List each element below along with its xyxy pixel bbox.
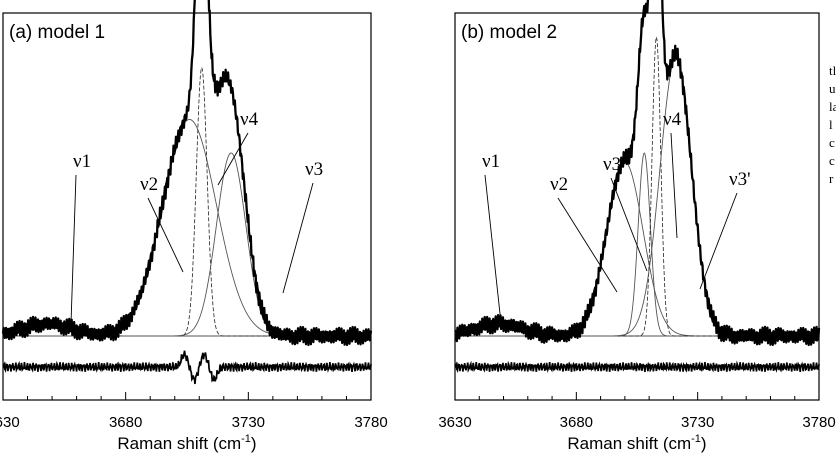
- fit-curve: [454, 0, 819, 337]
- peak-label-4: ν3: [305, 159, 323, 180]
- cut-text-fragment-2: u: [829, 81, 836, 96]
- peak-leader-5: [699, 192, 738, 290]
- peak-leader-3: [217, 132, 249, 186]
- x-tick-label: 3780: [354, 414, 387, 431]
- cut-text-fragment-3: la: [829, 99, 836, 114]
- peak-label-2: ν2: [140, 174, 158, 195]
- peak-leader-3: [610, 177, 648, 272]
- peak-leader-4: [282, 182, 314, 294]
- x-tick-label: 3630: [0, 414, 20, 431]
- x-axis-superscript: -1: [691, 433, 701, 445]
- x-tick-label: 3730: [681, 414, 714, 431]
- cut-text-fragment-1: tl: [829, 63, 836, 78]
- residual-curve: [454, 360, 820, 374]
- peak-leader-2: [147, 197, 184, 273]
- x-tick-label: 3630: [438, 414, 471, 431]
- component-curve-4: [3, 152, 371, 337]
- cut-text-fragment-7: r: [829, 171, 834, 186]
- cut-text-fragment-6: c: [829, 153, 835, 168]
- panel-b: 3630 3680 3730 3780 (b) model 2 Raman shift (…: [438, 0, 836, 453]
- peak-leader-1: [484, 174, 502, 324]
- peak-label-3: ν3: [603, 154, 621, 175]
- x-axis-superscript: -1: [241, 433, 251, 445]
- x-axis-close: ): [701, 434, 707, 453]
- cut-text-fragment-4: l: [829, 117, 833, 132]
- peak-label-4: ν4: [663, 109, 682, 130]
- peak-leader-4: [670, 132, 678, 239]
- peak-leader-1: [70, 174, 77, 324]
- peak-label-2: ν2: [550, 174, 568, 195]
- residual-curve: [2, 350, 372, 385]
- x-tick-label: 3680: [560, 414, 593, 431]
- peak-label-5: ν3': [729, 169, 751, 190]
- panel-title: (a) model 1: [9, 22, 105, 43]
- panel-title: (b) model 2: [461, 22, 557, 43]
- plot-frame: [2, 12, 372, 401]
- x-axis-title: Raman shift (cm-1): [567, 433, 706, 453]
- x-tick-label: 3730: [232, 414, 265, 431]
- experimental-spectrum: [1, 0, 373, 347]
- experimental-spectrum: [454, 0, 821, 347]
- plot-frame: [454, 12, 820, 401]
- peak-leader-2: [557, 197, 618, 293]
- x-tick-label: 3680: [109, 414, 142, 431]
- component-curve-2: [3, 118, 371, 337]
- x-axis-close: ): [251, 434, 257, 453]
- peak-label-1: ν1: [482, 151, 500, 172]
- peak-label-1: ν1: [73, 151, 91, 172]
- peak-label-3: ν4: [240, 109, 259, 130]
- cut-text-fragment-5: c: [829, 135, 835, 150]
- x-tick-label: 3780: [802, 414, 835, 431]
- x-axis-title: Raman shift (cm-1): [117, 433, 256, 453]
- panel-a: 3630 3680 3730 3780 (a) model 1 Raman shift (…: [0, 0, 388, 453]
